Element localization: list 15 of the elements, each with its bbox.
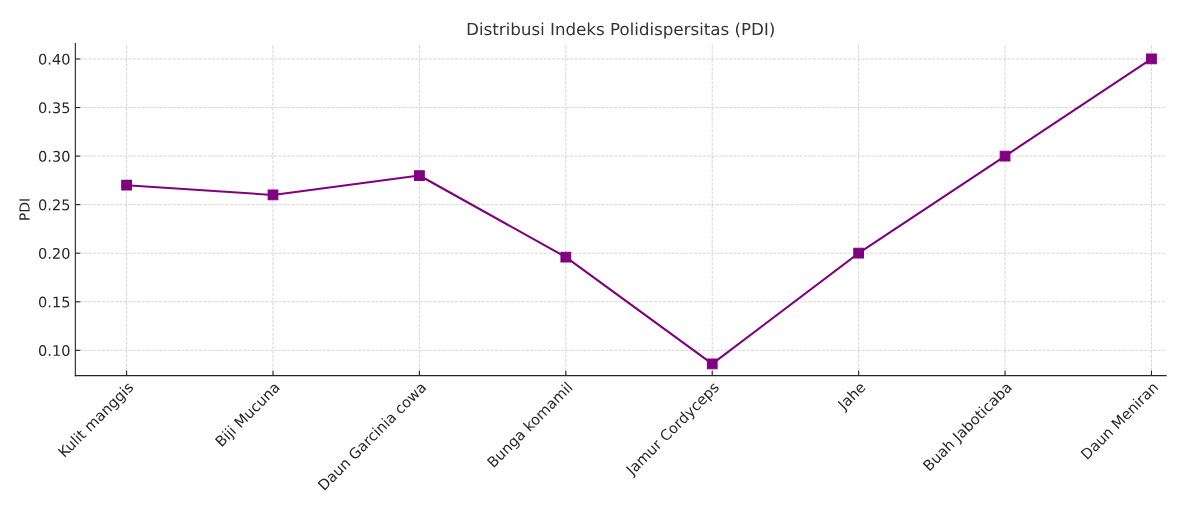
point: [414, 170, 425, 181]
point: [853, 247, 865, 259]
y-tick-label: 0.30: [38, 150, 70, 162]
y-axis-title: PDI: [19, 199, 30, 220]
chart-title: Distribusi Indeks Polidispersitas (PDI): [467, 22, 774, 39]
y-tick-label: 0.40: [38, 53, 70, 65]
point: [1146, 53, 1157, 65]
y-tick-label: 0.25: [38, 199, 70, 211]
y-tick-label: 0.35: [38, 102, 70, 114]
y-tick-label: 0.15: [38, 296, 70, 308]
point: [706, 358, 718, 370]
point: [121, 179, 132, 191]
y-tick-label: 0.10: [38, 345, 70, 357]
point: [560, 251, 572, 263]
y-tick-label: 0.20: [38, 247, 70, 259]
